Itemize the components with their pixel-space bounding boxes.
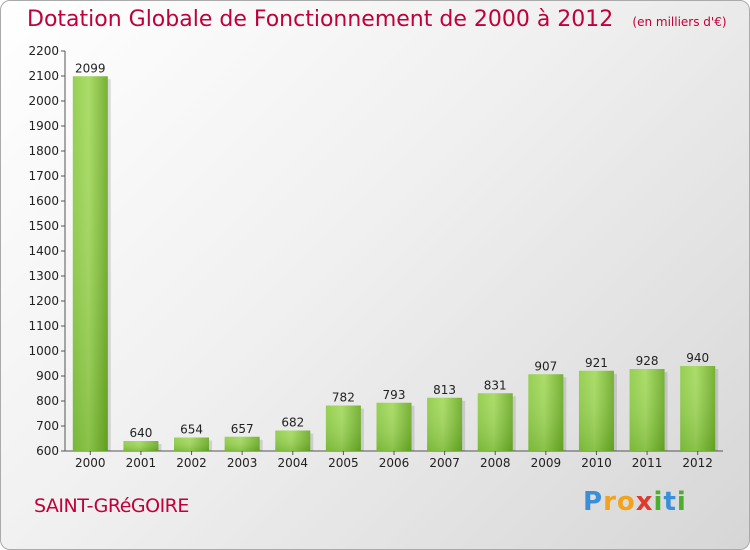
y-tick-label: 800 — [36, 394, 59, 408]
bar-shade — [224, 436, 260, 451]
brand-letter: i — [653, 487, 664, 517]
brand-letter: r — [603, 487, 617, 517]
bar-shade — [72, 76, 108, 451]
y-tick-label: 700 — [36, 419, 59, 433]
value-label: 2099 — [75, 61, 106, 75]
brand-logo: Proxiti — [583, 487, 687, 517]
y-tick-label: 600 — [36, 444, 59, 458]
value-label: 928 — [636, 354, 659, 368]
value-label: 907 — [534, 359, 557, 373]
value-label: 654 — [180, 423, 203, 437]
brand-letter: i — [676, 487, 687, 517]
y-tick-label: 900 — [36, 369, 59, 383]
y-tick-label: 1500 — [28, 219, 59, 233]
x-tick-label: 2005 — [328, 456, 359, 470]
chart-title: Dotation Globale de Fonctionnement de 20… — [27, 7, 614, 32]
y-tick-label: 2100 — [28, 69, 59, 83]
y-tick-label: 1800 — [28, 144, 59, 158]
y-tick-label: 1200 — [28, 294, 59, 308]
value-label: 831 — [484, 378, 507, 392]
x-tick-label: 2002 — [176, 456, 207, 470]
brand-letter: o — [616, 487, 636, 517]
x-tick-label: 2011 — [632, 456, 663, 470]
y-tick-label: 1600 — [28, 194, 59, 208]
x-tick-label: 2000 — [75, 456, 106, 470]
x-tick-label: 2012 — [682, 456, 713, 470]
bar-shade — [680, 366, 716, 451]
bar-shade — [629, 369, 665, 451]
x-tick-label: 2009 — [531, 456, 562, 470]
x-tick-label: 2006 — [379, 456, 410, 470]
chart-subtitle: (en milliers d'€) — [632, 15, 727, 29]
x-tick-label: 2008 — [480, 456, 511, 470]
bar-shade — [376, 402, 412, 451]
y-tick-label: 1000 — [28, 344, 59, 358]
x-tick-label: 2010 — [581, 456, 612, 470]
value-label: 921 — [585, 356, 608, 370]
value-label: 793 — [383, 388, 406, 402]
value-labels: 2099 640 654 657 682 782 793 813 831 907 921 928 940 — [75, 61, 709, 440]
bar-shade — [578, 370, 614, 451]
value-label: 640 — [129, 426, 152, 440]
y-tick-label: 2000 — [28, 94, 59, 108]
value-label: 940 — [686, 351, 709, 365]
bar-shade — [123, 441, 159, 451]
brand-letter: P — [583, 487, 604, 517]
axes: 600 700 800 900 1000 1100 1200 1300 1400 1500 1600… — [28, 44, 723, 470]
y-tick-label: 2200 — [28, 44, 59, 58]
y-tick-label: 1300 — [28, 269, 59, 283]
y-tick-label: 1400 — [28, 244, 59, 258]
x-tick-label: 2004 — [277, 456, 308, 470]
title-row: Dotation Globale de Fonctionnement de 20… — [27, 7, 727, 32]
x-tick-label: 2001 — [126, 456, 157, 470]
bars — [72, 76, 719, 451]
brand-letter: t — [663, 487, 677, 517]
y-tick-label: 1100 — [28, 319, 59, 333]
bar-shade — [528, 374, 564, 451]
x-tick-label: 2007 — [429, 456, 460, 470]
value-label: 682 — [281, 416, 304, 430]
bar-shade — [275, 430, 311, 451]
bar-shade — [174, 437, 210, 451]
bar-shade — [427, 397, 463, 451]
y-tick-label: 1700 — [28, 169, 59, 183]
bar-shade — [477, 393, 513, 451]
bar-shade — [325, 405, 361, 451]
x-tick-label: 2003 — [227, 456, 258, 470]
value-label: 813 — [433, 383, 456, 397]
y-tick-label: 1900 — [28, 119, 59, 133]
commune-name: SAINT-GRéGOIRE — [34, 495, 189, 517]
value-label: 782 — [332, 391, 355, 405]
value-label: 657 — [231, 422, 254, 436]
brand-letter: x — [635, 487, 654, 517]
